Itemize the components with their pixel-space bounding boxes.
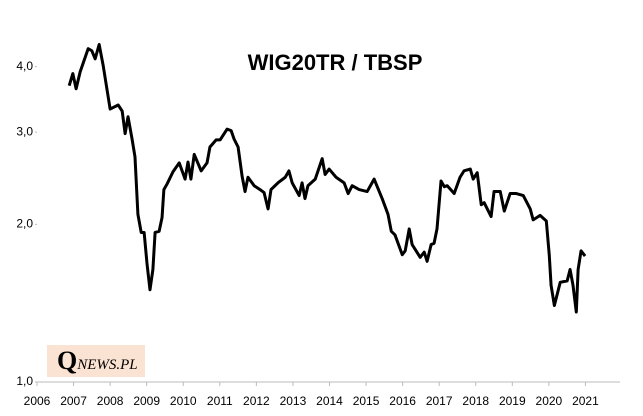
x-tick-label: 2021 <box>572 394 599 408</box>
x-tick-label: 2008 <box>97 394 124 408</box>
x-tick-label: 2013 <box>280 394 307 408</box>
y-tick-label: 4,0 <box>16 59 33 73</box>
x-tick-label: 2012 <box>243 394 270 408</box>
y-tick-label: 3,0 <box>16 124 33 138</box>
y-tick-label: 1,0 <box>16 374 33 388</box>
x-tick-label: 2011 <box>207 394 233 408</box>
x-tick-label: 2010 <box>170 394 197 408</box>
x-tick-label: 2007 <box>60 394 87 408</box>
line <box>67 42 587 314</box>
x-tick-label: 2006 <box>24 394 51 408</box>
x-tick-label: 2019 <box>499 394 526 408</box>
x-tick-label: 2014 <box>316 394 343 408</box>
x-tick-label: 2017 <box>426 394 453 408</box>
y-tick-label: 2,0 <box>16 217 33 231</box>
x-tick-label: 2015 <box>353 394 380 408</box>
x-tick-label: 2016 <box>389 394 416 408</box>
logo: QNEWS.PL <box>47 345 145 377</box>
x-tick-label: 2018 <box>462 394 489 408</box>
x-tick-label: 2009 <box>133 394 160 408</box>
chart-title: WIG20TR / TBSP <box>248 50 423 75</box>
x-tick-label: 2020 <box>536 394 563 408</box>
